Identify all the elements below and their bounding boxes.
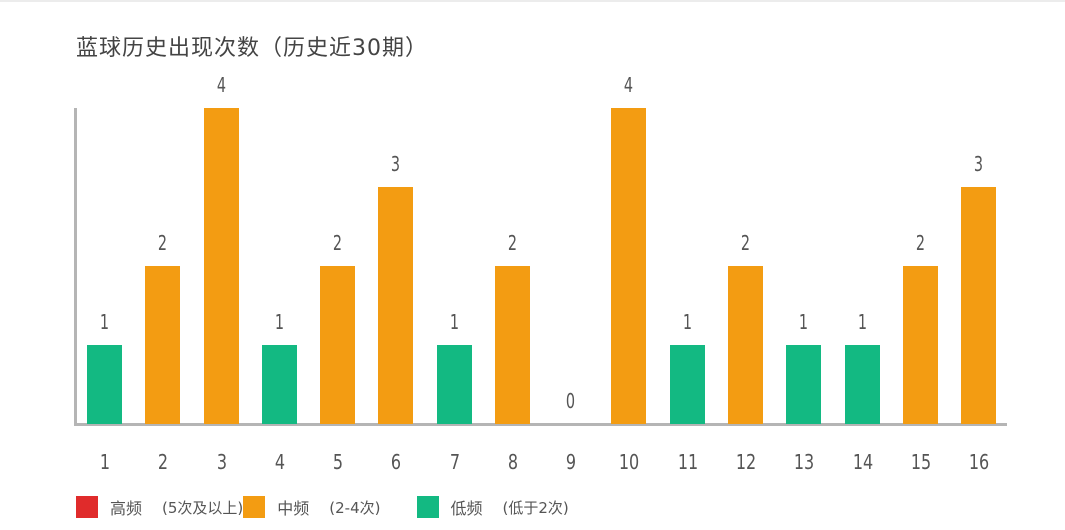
x-tick-label: 7 <box>449 450 460 474</box>
bar-value-label: 4 <box>623 73 634 97</box>
bar-value-label: 1 <box>857 310 868 334</box>
bar-value-label: 3 <box>390 152 401 176</box>
bar-value-label: 2 <box>507 231 518 255</box>
x-tick-label: 2 <box>157 450 168 474</box>
bar-12 <box>728 266 763 424</box>
bar-7 <box>437 345 472 424</box>
bar-5 <box>320 266 355 424</box>
bar-3 <box>204 108 239 424</box>
legend-range: (2-4次) <box>329 498 381 517</box>
top-border <box>0 0 1065 2</box>
x-tick-label: 4 <box>274 450 285 474</box>
bar-value-label: 2 <box>332 231 343 255</box>
legend-swatch <box>76 496 98 518</box>
x-tick-label: 9 <box>565 450 576 474</box>
bar-value-label: 0 <box>565 389 576 413</box>
bar-6 <box>378 187 413 424</box>
y-axis-line <box>74 108 77 426</box>
x-tick-label: 15 <box>910 450 931 474</box>
x-tick-label: 8 <box>507 450 518 474</box>
bar-value-label: 1 <box>274 310 285 334</box>
x-tick-label: 5 <box>332 450 343 474</box>
x-tick-label: 12 <box>735 450 756 474</box>
legend-item: 高频 (5次及以上) <box>76 495 243 519</box>
bar-1 <box>87 345 122 424</box>
bar-16 <box>961 187 996 424</box>
bar-14 <box>845 345 880 424</box>
legend-name: 中频 <box>277 499 310 518</box>
bar-value-label: 4 <box>216 73 227 97</box>
bar-4 <box>262 345 297 424</box>
bar-value-label: 1 <box>449 310 460 334</box>
bar-value-label: 2 <box>915 231 926 255</box>
x-tick-label: 11 <box>677 450 698 474</box>
x-tick-label: 10 <box>618 450 639 474</box>
bar-10 <box>611 108 646 424</box>
legend-name: 低频 <box>450 499 483 518</box>
bar-value-label: 2 <box>740 231 751 255</box>
bar-value-label: 1 <box>99 310 110 334</box>
bar-value-label: 1 <box>682 310 693 334</box>
legend-item: 中频 (2-4次) <box>243 495 381 519</box>
legend-swatch <box>243 496 266 518</box>
x-axis-line <box>74 423 1007 426</box>
bar-11 <box>670 345 705 424</box>
legend-name: 高频 <box>110 499 143 518</box>
legend-item: 低频 (低于2次) <box>416 495 569 519</box>
bar-2 <box>145 266 180 424</box>
x-tick-label: 6 <box>390 450 401 474</box>
x-tick-label: 14 <box>852 450 873 474</box>
legend-swatch <box>416 496 439 518</box>
bar-value-label: 2 <box>157 231 168 255</box>
legend: 高频 (5次及以上) 中频 (2-4次) 低频 (低于2次) <box>76 494 569 520</box>
bar-13 <box>786 345 821 424</box>
x-tick-label: 1 <box>99 450 110 474</box>
bar-value-label: 3 <box>973 152 984 176</box>
legend-range: (5次及以上) <box>162 498 244 517</box>
bar-value-label: 1 <box>798 310 809 334</box>
bar-15 <box>903 266 938 424</box>
legend-range: (低于2次) <box>502 498 569 517</box>
x-tick-label: 3 <box>216 450 227 474</box>
x-tick-label: 16 <box>968 450 989 474</box>
chart-title: 蓝球历史出现次数（历史近30期） <box>76 36 428 61</box>
bar-8 <box>495 266 530 424</box>
x-tick-label: 13 <box>793 450 814 474</box>
